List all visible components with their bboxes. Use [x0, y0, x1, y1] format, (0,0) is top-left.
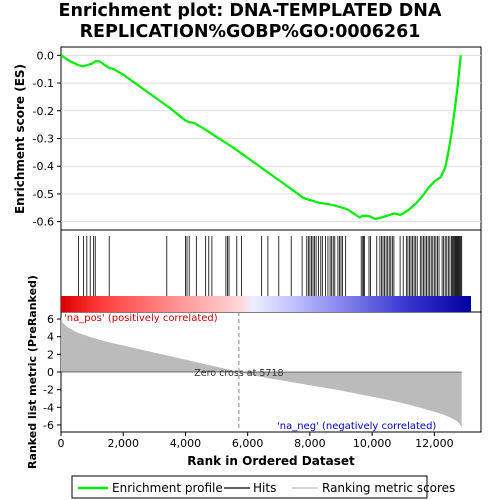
ranking-metric-area: [61, 317, 462, 429]
es-y-tick-label: 0.0: [37, 49, 55, 62]
es-y-tick-label: -0.4: [33, 160, 54, 173]
es-y-axis: 0.0 -0.1 -0.2 -0.3 -0.4 -0.5 -0.6: [33, 49, 61, 229]
x-tick-label: 12,000: [415, 437, 454, 450]
es-y-tick-label: -0.1: [33, 77, 54, 90]
es-y-tick-label: -0.3: [33, 133, 54, 146]
hit-marks: [78, 236, 463, 296]
es-y-tick-label: -0.2: [33, 105, 54, 118]
metric-x-axis: 0 2,000 4,000 6,000 8,000 10,000 12,000: [58, 432, 454, 450]
legend-box: [71, 475, 428, 499]
x-tick-label: 0: [58, 437, 65, 450]
es-y-tick-label: -0.5: [33, 188, 54, 201]
legend: Enrichment profile Hits Ranking metric s…: [71, 475, 455, 499]
positive-correlation-label: 'na_pos' (positively correlated): [64, 313, 218, 324]
x-tick-label: 4,000: [170, 437, 202, 450]
plot-title-line-1: Enrichment plot: DNA‐TEMPLATED DNA: [58, 1, 442, 21]
negative-correlation-label: 'na_neg' (negatively correlated): [277, 421, 436, 432]
metric-y-tick-label: -2: [43, 384, 54, 397]
legend-label-enrichment: Enrichment profile: [112, 481, 223, 495]
plot-title-line-2: REPLICATION%GOBP%GO:0006261: [79, 22, 421, 42]
metric-y-tick-label: 0: [47, 366, 54, 379]
x-tick-label: 10,000: [353, 437, 392, 450]
metric-y-tick-label: -4: [43, 401, 54, 414]
metric-y-tick-label: 2: [47, 348, 54, 361]
metric-axis-label: Ranked list metric (PreRanked): [26, 275, 39, 469]
x-tick-label: 6,000: [232, 437, 264, 450]
metric-y-tick-label: 4: [47, 331, 54, 344]
x-tick-label: 8,000: [294, 437, 326, 450]
metric-y-axis: 6 4 2 0 -2 -4 -6: [43, 313, 61, 432]
enrichment-profile-line: [60, 54, 462, 221]
zero-cross-annotation: Zero cross at 5718: [194, 368, 283, 379]
legend-label-hits: Hits: [253, 481, 276, 495]
es-axis-label: Enrichment score (ES): [13, 64, 27, 214]
x-axis-label: Rank in Ordered Dataset: [187, 454, 355, 468]
es-gridlines: [61, 54, 481, 223]
es-y-tick-label: -0.6: [33, 216, 54, 229]
metric-y-tick-label: -6: [43, 419, 54, 432]
rank-color-bar: [61, 296, 471, 312]
legend-label-metric: Ranking metric scores: [322, 481, 455, 495]
x-tick-label: 2,000: [107, 437, 139, 450]
metric-y-tick-label: 6: [47, 313, 54, 326]
